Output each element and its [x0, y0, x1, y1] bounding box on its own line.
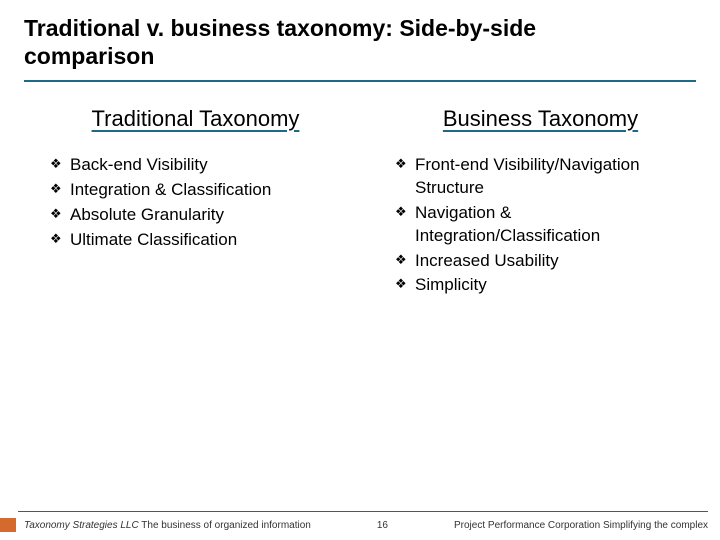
list-item: Increased Usability — [395, 250, 686, 273]
left-heading: Traditional Taxonomy — [50, 106, 341, 132]
footer-page-number: 16 — [311, 520, 454, 531]
footer-rule — [18, 511, 708, 512]
list-item: Back-end Visibility — [50, 154, 341, 177]
slide-title-line2: comparison — [24, 43, 696, 70]
right-list: Front-end Visibility/Navigation Structur… — [395, 154, 686, 298]
left-column: Traditional Taxonomy Back-end Visibility… — [50, 106, 341, 300]
slide: Traditional v. business taxonomy: Side-b… — [0, 0, 720, 540]
footer-left-plain: The business of organized information — [139, 520, 311, 531]
footer: Taxonomy Strategies LLC The business of … — [0, 518, 720, 532]
footer-left-italic: Taxonomy Strategies LLC — [24, 520, 139, 531]
left-list: Back-end Visibility Integration & Classi… — [50, 154, 341, 252]
right-heading: Business Taxonomy — [395, 106, 686, 132]
footer-right: Project Performance Corporation Simplify… — [454, 520, 708, 531]
right-column: Business Taxonomy Front-end Visibility/N… — [395, 106, 686, 300]
slide-title-line1: Traditional v. business taxonomy: Side-b… — [24, 14, 696, 43]
list-item: Simplicity — [395, 274, 686, 297]
list-item: Navigation & Integration/Classification — [395, 202, 686, 248]
columns: Traditional Taxonomy Back-end Visibility… — [0, 82, 720, 300]
list-item: Integration & Classification — [50, 179, 341, 202]
slide-title-block: Traditional v. business taxonomy: Side-b… — [0, 0, 720, 74]
footer-left: Taxonomy Strategies LLC The business of … — [24, 520, 311, 531]
list-item: Absolute Granularity — [50, 204, 341, 227]
footer-mark-icon — [0, 518, 16, 532]
list-item: Ultimate Classification — [50, 229, 341, 252]
list-item: Front-end Visibility/Navigation Structur… — [395, 154, 686, 200]
